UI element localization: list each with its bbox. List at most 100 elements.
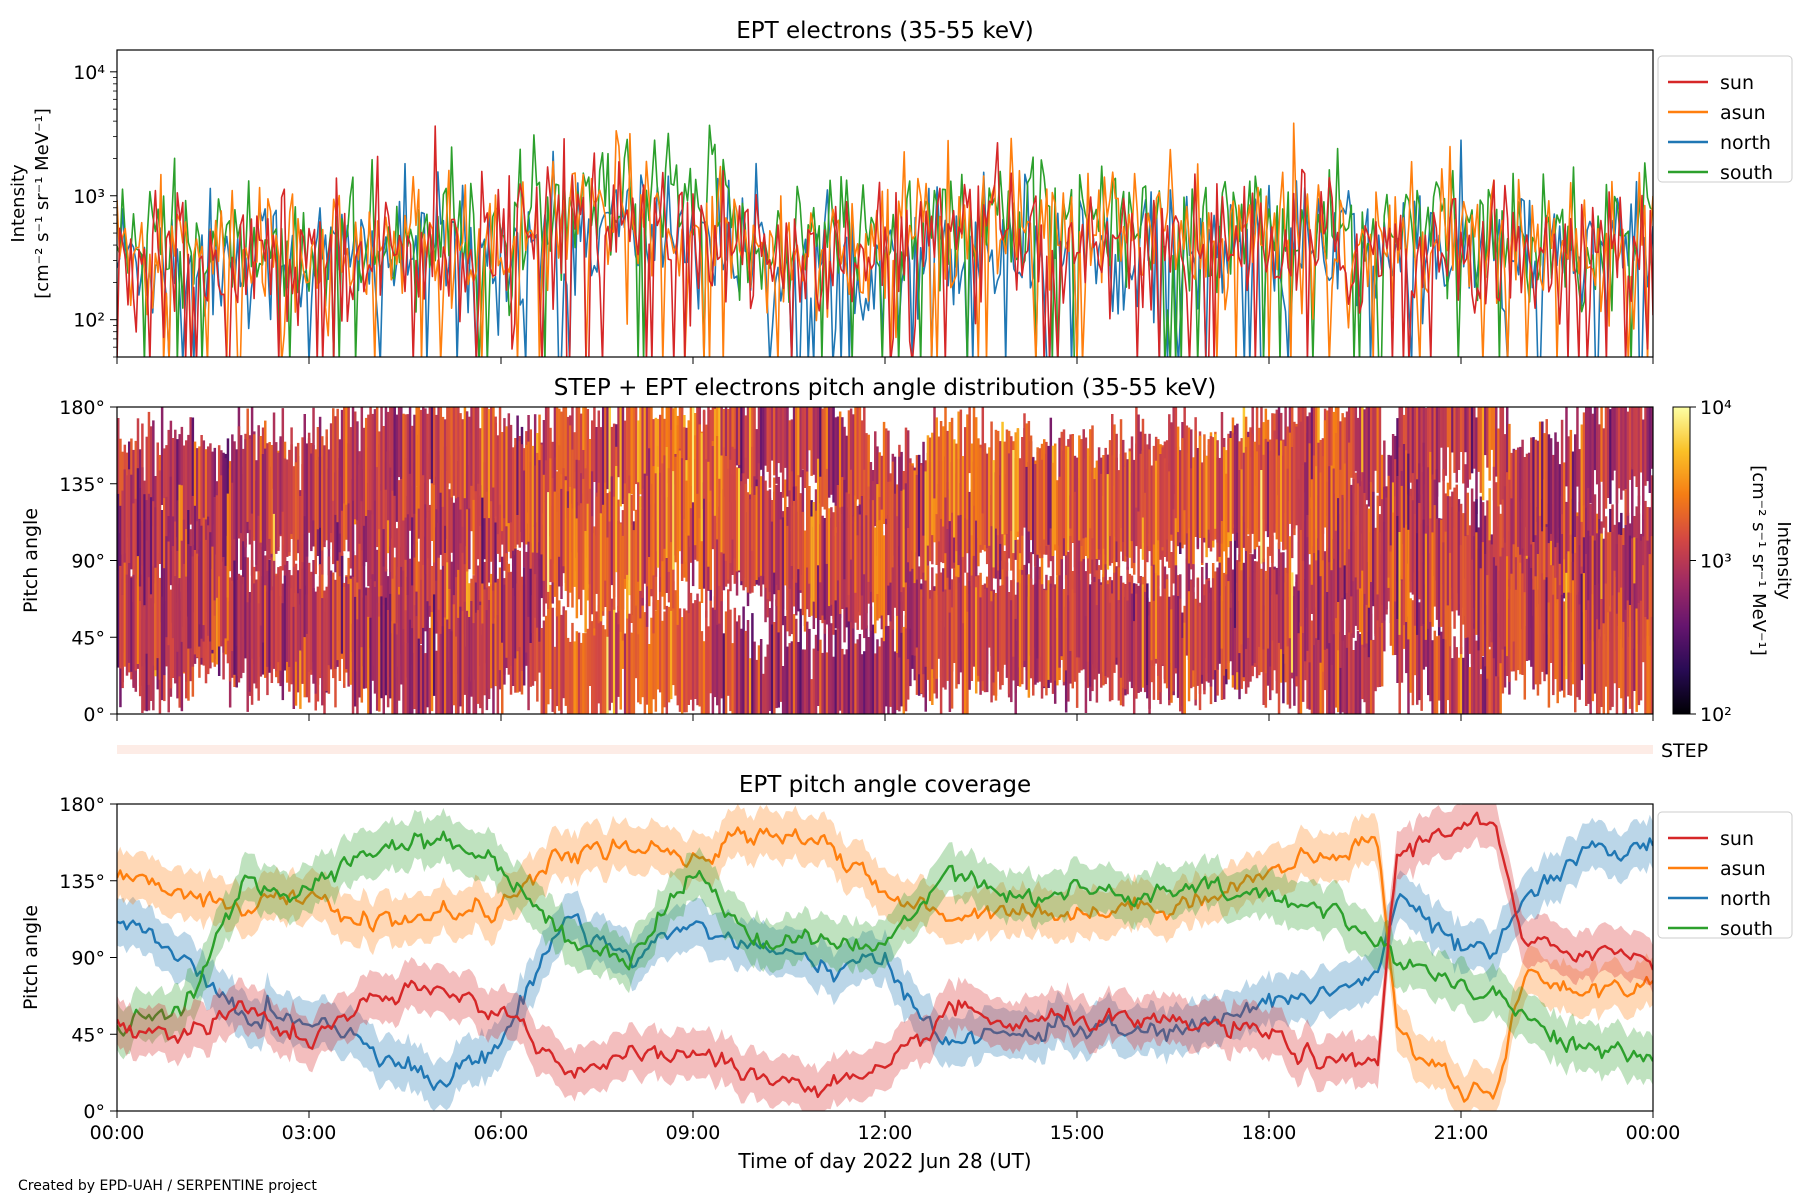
heatmap-cell [1047, 580, 1050, 680]
heatmap-cell [1396, 574, 1399, 683]
heatmap-cell [498, 456, 502, 563]
heatmap-cell [1422, 407, 1426, 467]
legend-label-north: north [1720, 888, 1771, 910]
heatmap-cell [1624, 609, 1627, 714]
heatmap-cell [988, 447, 991, 546]
heatmap-cell [931, 567, 934, 670]
heatmap-cell [1354, 472, 1358, 578]
heatmap-cell [404, 414, 407, 518]
heatmap-cell [1179, 450, 1182, 543]
heatmap-cell [1255, 451, 1259, 548]
heatmap-cell [648, 644, 651, 714]
heatmap-cell [1238, 470, 1241, 562]
heatmap-cell [134, 440, 138, 552]
heatmap-cell [900, 601, 903, 707]
heatmap-cell [1064, 575, 1068, 671]
heatmap-cell [814, 407, 818, 483]
heatmap-cell [1462, 657, 1465, 714]
heatmap-cell [1484, 554, 1487, 667]
heatmap-cell [149, 497, 153, 595]
heatmap-cell [1613, 407, 1616, 471]
heatmap-cell [1293, 586, 1296, 684]
heatmap-cell [766, 490, 769, 599]
heatmap-cell [702, 482, 706, 589]
heatmap-cell [430, 448, 434, 541]
heatmap-cell [836, 615, 840, 714]
heatmap-cell [132, 503, 135, 602]
heatmap-cell [1444, 614, 1448, 714]
heatmap-cell [1405, 450, 1408, 565]
heatmap-cell [1422, 442, 1426, 556]
heatmap-cell [615, 466, 618, 573]
heatmap-cell [1523, 592, 1527, 700]
heatmap-cell [632, 530, 636, 632]
heatmap-cell [1462, 513, 1465, 625]
heatmap-cell [1365, 504, 1369, 605]
heatmap-cell [808, 407, 811, 451]
heatmap-cell [1361, 407, 1364, 482]
heatmap-cell [773, 407, 776, 476]
heatmap-cell [1582, 412, 1586, 506]
heatmap-cell [1242, 562, 1246, 678]
heatmap-cell [1014, 618, 1017, 714]
heatmap-cell [713, 408, 717, 516]
heatmap-cell [724, 456, 728, 561]
heatmap-cell [239, 435, 243, 534]
heatmap-cell [1484, 407, 1487, 456]
heatmap-cell [696, 407, 699, 494]
heatmap-cell [1503, 542, 1507, 647]
heatmap-cell [121, 490, 124, 595]
heatmap-cell [483, 407, 486, 519]
heatmap-cell [1308, 443, 1311, 555]
heatmap-cell [687, 603, 690, 705]
heatmap-cell [549, 584, 552, 689]
heatmap-cell [621, 535, 625, 641]
heatmap-cell [437, 522, 440, 622]
heatmap-cell [1589, 535, 1592, 645]
heatmap-cell [422, 537, 425, 642]
heatmap-cell [1345, 620, 1349, 714]
x-tick-label: 09:00 [666, 1122, 721, 1144]
heatmap-cell [641, 488, 644, 598]
heatmap-cell [432, 594, 436, 696]
heatmap-cell [1440, 519, 1443, 627]
coverage-plot [117, 804, 1653, 1111]
heatmap-cell [1262, 454, 1265, 563]
heatmap-cell [369, 469, 372, 579]
heatmap-cell [389, 463, 392, 572]
heatmap-cell [1330, 563, 1333, 665]
heatmap-cell [882, 535, 886, 642]
heatmap-cell [1589, 639, 1592, 714]
heatmap-cell [503, 480, 506, 571]
heatmap-cell [1459, 647, 1463, 714]
heatmap-cell [1330, 465, 1333, 571]
heatmap-cell [439, 407, 443, 493]
heatmap-cell [1464, 616, 1467, 714]
heatmap-cell [373, 480, 377, 582]
heatmap-cell [808, 628, 811, 714]
heatmap-cell [1481, 407, 1485, 501]
heatmap-cell [220, 475, 223, 569]
heatmap-cell [674, 456, 677, 563]
heatmap-cell [283, 575, 287, 671]
heatmap-cell [1503, 434, 1507, 538]
heatmap-cell [1444, 531, 1448, 640]
heatmap-cell [1519, 446, 1522, 555]
heatmap-cell [781, 666, 785, 714]
heatmap-cell [968, 491, 971, 594]
heatmap-cell [426, 601, 429, 708]
heatmap-cell [450, 455, 454, 553]
heatmap-cell [490, 407, 493, 502]
heatmap-cell [1620, 587, 1623, 699]
heatmap-cell [917, 454, 921, 557]
heatmap-cell [1001, 584, 1004, 686]
heatmap-cell [1644, 540, 1647, 639]
heatmap-cell [1497, 428, 1500, 527]
heatmap-cell [301, 437, 304, 543]
heatmap-cell [1644, 407, 1647, 486]
heatmap-cell [281, 603, 285, 701]
heatmap-cell [1497, 506, 1500, 614]
heatmap-cell [1448, 626, 1452, 714]
heatmap-cell [492, 407, 495, 488]
heatmap-cell [1104, 564, 1107, 676]
